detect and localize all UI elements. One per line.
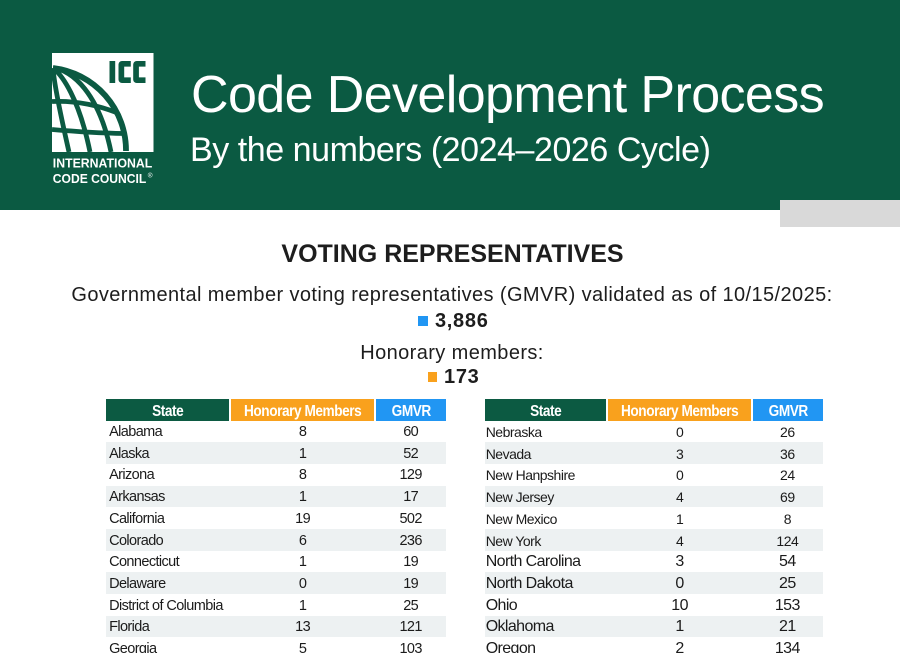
svg-text:®: ® [148, 172, 153, 180]
svg-text:INTERNATIONAL: INTERNATIONAL [53, 155, 153, 170]
svg-text:CODE COUNCIL: CODE COUNCIL [53, 171, 147, 186]
